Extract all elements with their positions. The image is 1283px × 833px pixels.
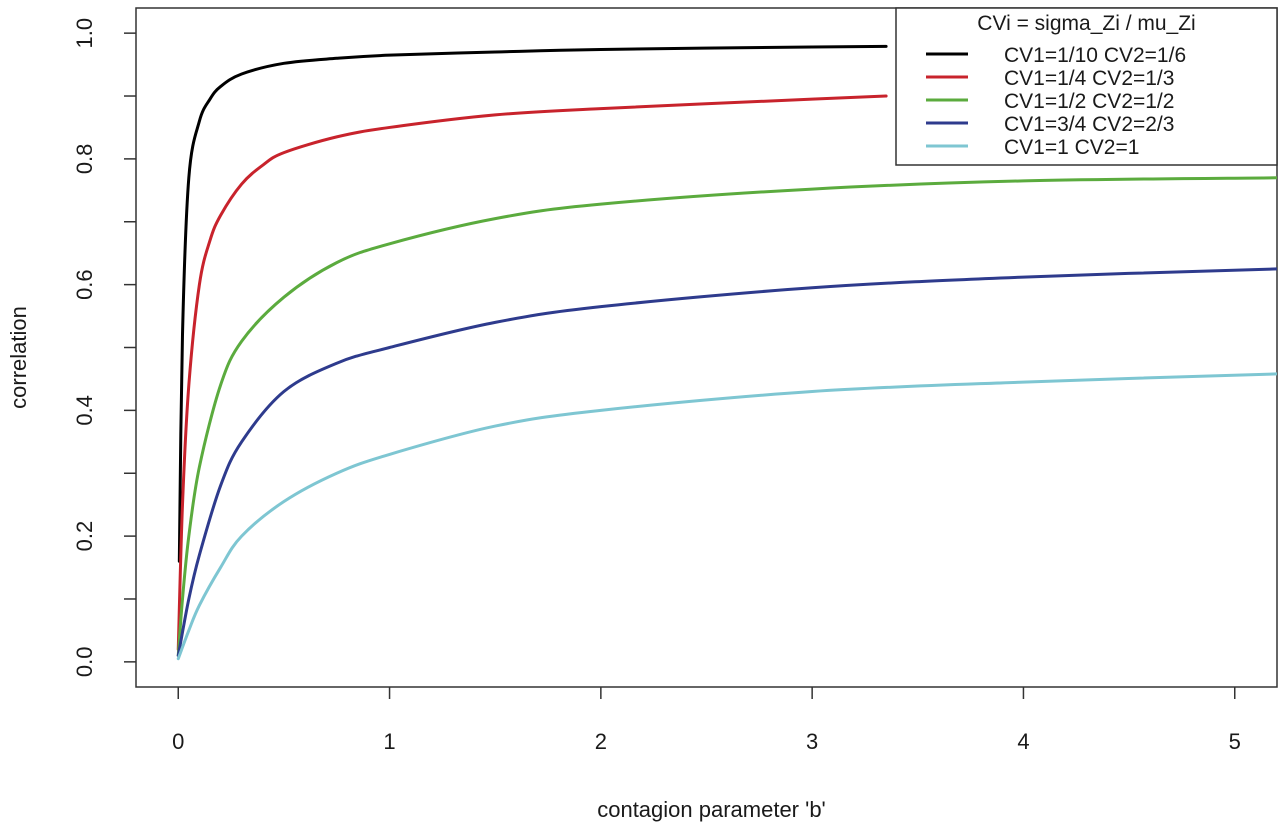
legend: CVi = sigma_Zi / mu_Zi CV1=1/10 CV2=1/6C… xyxy=(895,7,1278,166)
series-line-5 xyxy=(176,372,1277,661)
legend-box xyxy=(895,7,1278,166)
x-tick-label: 5 xyxy=(1229,729,1241,754)
legend-label: CV1=1/4 CV2=1/3 xyxy=(1004,67,1174,90)
y-tick-label: 0.2 xyxy=(72,521,97,552)
y-axis-title: correlation xyxy=(6,306,31,409)
y-tick-label: 0.0 xyxy=(72,647,97,678)
series-line-4 xyxy=(176,267,1277,658)
y-tick-label: 0.6 xyxy=(72,269,97,300)
legend-label: CV1=3/4 CV2=2/3 xyxy=(1004,113,1174,136)
series-line-1 xyxy=(177,44,888,563)
y-tick-label: 0.4 xyxy=(72,395,97,426)
legend-label: CV1=1/2 CV2=1/2 xyxy=(1004,90,1174,113)
x-tick-label: 1 xyxy=(383,729,395,754)
x-tick-label: 3 xyxy=(806,729,818,754)
legend-title: CVi = sigma_Zi / mu_Zi xyxy=(977,12,1195,35)
series-line-3 xyxy=(176,176,1277,658)
y-tick-label: 1.0 xyxy=(72,18,97,49)
x-tick-label: 0 xyxy=(172,729,184,754)
plot-area: 0 1 2 3 4 5 0.0 0.2 0.4 0.6 0.8 1.0 xyxy=(72,7,1278,754)
y-tick-label: 0.8 xyxy=(72,144,97,175)
series-line-2 xyxy=(176,94,888,651)
series-group xyxy=(176,44,1277,661)
legend-label: CV1=1/10 CV2=1/6 xyxy=(1004,44,1186,67)
x-axis-title: contagion parameter 'b' xyxy=(597,797,826,822)
legend-label: CV1=1 CV2=1 xyxy=(1004,136,1139,159)
x-tick-label: 2 xyxy=(595,729,607,754)
x-tick-label: 4 xyxy=(1017,729,1029,754)
axis-titles: contagion parameter 'b' correlation xyxy=(6,306,826,822)
